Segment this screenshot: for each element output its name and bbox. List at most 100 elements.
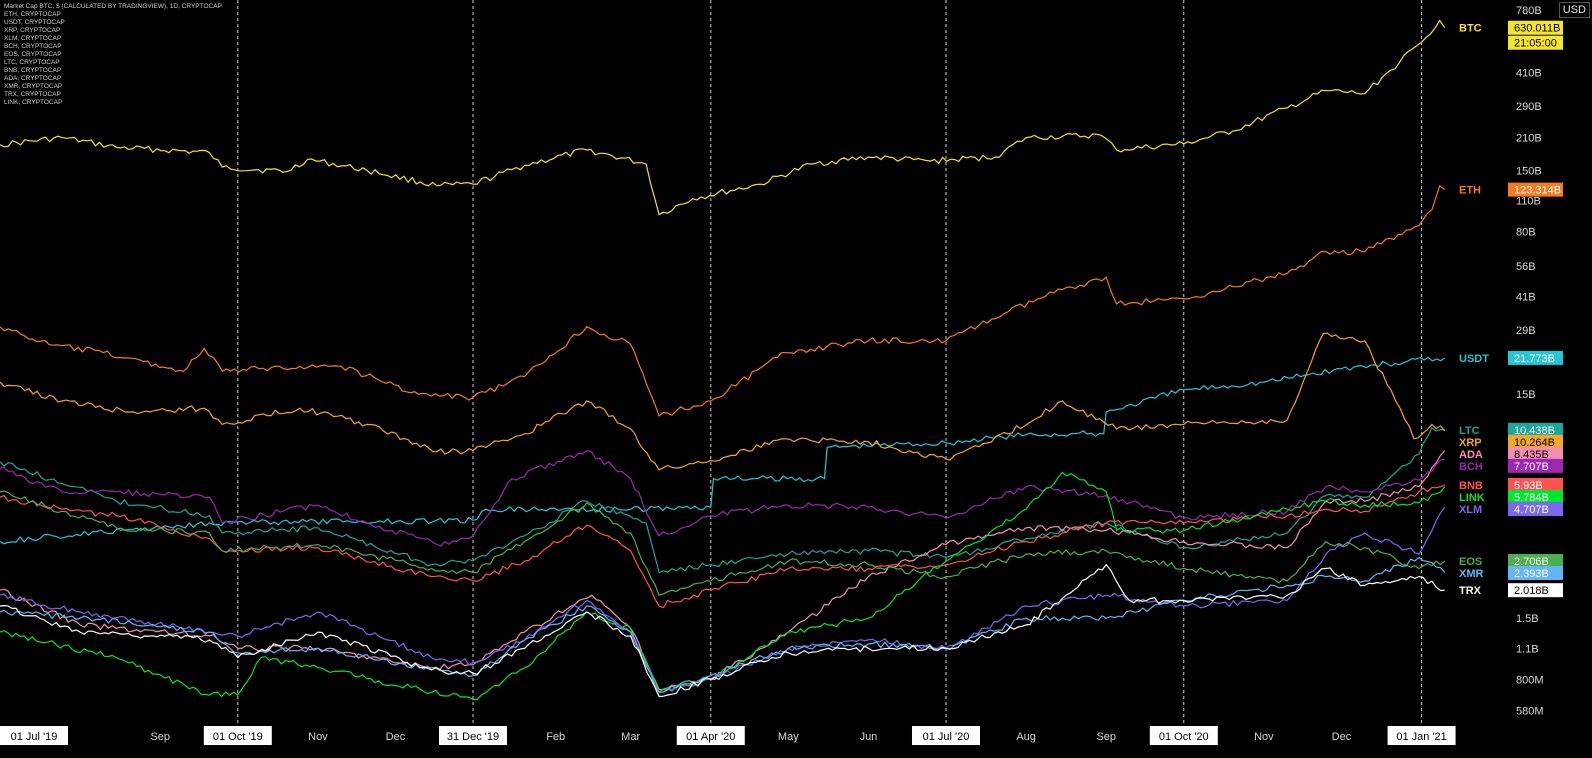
x-tick-label: Feb	[546, 731, 565, 743]
value-badge-text: 630.011B	[1514, 23, 1560, 35]
y-tick-label: 56B	[1516, 261, 1536, 273]
value-badge-text: 5.784B	[1514, 492, 1549, 504]
x-tick-highlight	[676, 726, 745, 745]
y-tick-label: 1.5B	[1516, 613, 1539, 625]
x-tick-label: Nov	[308, 731, 328, 743]
value-badge-bg	[1508, 477, 1563, 492]
series-line-trx	[0, 563, 1445, 698]
x-tick-label: 01 Oct '19	[213, 731, 263, 743]
x-tick-label: Sep	[150, 731, 170, 743]
x-tick-label: Aug	[1016, 731, 1036, 743]
legend-entry: LINK, CRYPTOCAP	[4, 99, 63, 106]
value-badge-bnb: 5.93B	[1508, 477, 1563, 492]
x-tick-label: 01 Jan '21	[1396, 731, 1446, 743]
value-badges: 630.011B 21:05:00 123.314B 21.773B 10.438B10…	[1508, 20, 1563, 598]
series-line-ltc	[0, 427, 1445, 574]
series-label-link: LINK	[1459, 492, 1485, 504]
value-badge-text: 4.707B	[1514, 504, 1549, 516]
legend-entry: BCH, CRYPTOCAP	[4, 43, 62, 50]
value-badge-xlm: 4.707B	[1508, 501, 1563, 516]
series-label-xmr: XMR	[1459, 568, 1484, 580]
series-line-xlm	[0, 506, 1446, 693]
y-axis[interactable]: 580M800M1.1B1.5B2.7B15B29B41B56B80B110B1…	[1516, 5, 1544, 718]
series-label-ada: ADA	[1459, 449, 1483, 461]
x-tick-label: 01 Jul '19	[11, 731, 58, 743]
x-tick-highlight	[0, 726, 68, 745]
x-tick-label: 01 Oct '20	[1159, 731, 1209, 743]
series-line-xrp	[0, 332, 1446, 471]
value-badge-xrp: 10.264B	[1508, 434, 1563, 449]
legend-entry: LTC, CRYPTOCAP	[4, 59, 60, 66]
value-badge-bch: 7.707B	[1508, 458, 1563, 473]
series-line-eth	[0, 184, 1446, 417]
x-tick-label: 01 Apr '20	[686, 731, 735, 743]
x-tick-label: May	[778, 731, 799, 743]
x-tick-label: Dec	[386, 731, 406, 743]
value-badge-text: 7.707B	[1514, 461, 1549, 473]
value-badge-text: 2.018B	[1514, 585, 1549, 597]
legend-entry: ADA, CRYPTOCAP	[4, 75, 62, 82]
value-badge-bg	[1508, 350, 1563, 365]
value-badge-bg	[1508, 566, 1563, 581]
series-label-xrp: XRP	[1459, 437, 1482, 449]
value-badge-ada: 8.435B	[1508, 446, 1563, 461]
value-badge-text: 10.264B	[1514, 437, 1555, 449]
value-badge-extra-bg	[1508, 35, 1563, 50]
series-label-bnb: BNB	[1459, 480, 1483, 492]
legend-entry: XMR, CRYPTOCAP	[4, 83, 63, 90]
x-tick-highlight	[1387, 726, 1456, 745]
x-tick-highlight	[203, 726, 272, 745]
currency-label[interactable]: USD	[1558, 2, 1590, 18]
value-badge-eos: 2.706B	[1508, 554, 1563, 569]
series-line-ada	[0, 450, 1446, 691]
value-badge-bg	[1508, 446, 1563, 461]
value-badge-ltc: 10.438B	[1508, 422, 1563, 437]
value-badge-text: 123.314B	[1514, 185, 1561, 197]
y-tick-label: 800M	[1516, 674, 1544, 686]
value-badge-bg	[1508, 434, 1563, 449]
x-axis[interactable]: 01 Jul '19 Sep 01 Oct '19 Nov Dec 31 Dec '19 F…	[0, 726, 1456, 745]
value-badge-bg	[1508, 458, 1563, 473]
value-badge-btc: 630.011B 21:05:00	[1508, 20, 1563, 50]
value-badge-text: 5.93B	[1514, 480, 1543, 492]
legend-entry: ETH, CRYPTOCAP	[4, 11, 61, 18]
series-line-usdt	[0, 356, 1446, 545]
x-tick-label: Sep	[1096, 731, 1116, 743]
y-tick-label: 150B	[1516, 165, 1542, 177]
y-tick-label: 210B	[1516, 133, 1542, 145]
y-tick-label: 110B	[1516, 195, 1541, 207]
x-tick-highlight	[438, 726, 507, 745]
value-badge-bg	[1508, 422, 1563, 437]
y-tick-label: 580M	[1516, 706, 1544, 718]
y-tick-label: 290B	[1516, 101, 1542, 113]
value-badge-bg	[1508, 554, 1563, 569]
y-tick-label: 15B	[1516, 389, 1536, 401]
value-badge-text: 2.393B	[1514, 568, 1549, 580]
value-badge-eth: 123.314B	[1508, 182, 1563, 197]
value-badge-text: 21.773B	[1514, 353, 1555, 365]
value-badge-text: 8.435B	[1514, 449, 1549, 461]
x-tick-label: Nov	[1254, 731, 1274, 743]
series-label-ltc: LTC	[1459, 425, 1480, 437]
x-tick-label: 31 Dec '19	[447, 731, 499, 743]
series-label-trx: TRX	[1459, 585, 1482, 597]
y-tick-label: 80B	[1516, 226, 1536, 238]
y-tick-label: 41B	[1516, 291, 1536, 303]
series-line-btc	[0, 19, 1446, 216]
value-badge-bg	[1508, 501, 1563, 516]
series-label-xlm: XLM	[1459, 504, 1482, 516]
x-tick-highlight	[1149, 726, 1218, 745]
y-tick-label: 780B	[1516, 5, 1542, 17]
x-tick-label: Dec	[1332, 731, 1352, 743]
legend: Market Cap BTC, $ (CALCULATED BY TRADING…	[4, 3, 222, 107]
value-badge-bg	[1508, 583, 1563, 598]
x-tick-label: 01 Jul '20	[923, 731, 970, 743]
legend-entry: EOS, CRYPTOCAP	[4, 51, 62, 58]
vertical-guides	[237, 0, 1423, 725]
x-tick-label: Jun	[860, 731, 878, 743]
value-badge-link: 5.784B	[1508, 489, 1563, 504]
series-line-bch	[0, 449, 1445, 547]
x-tick-highlight	[911, 726, 980, 745]
y-tick-label: 410B	[1516, 68, 1542, 80]
